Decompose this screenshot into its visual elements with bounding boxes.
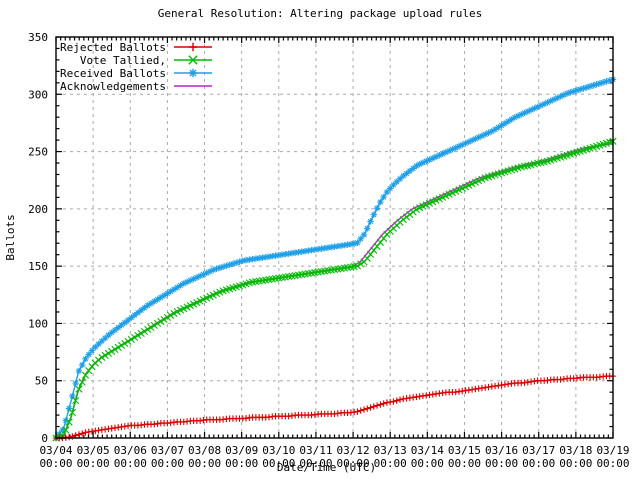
x-tick-label-date: 03/15 [448, 444, 481, 457]
x-tick-label-time: 00:00 [337, 457, 370, 470]
series-3 [55, 142, 614, 439]
x-tick-label-time: 00:00 [151, 457, 184, 470]
y-axis-labels: 0 50 100 150 200 250 300 350 [28, 31, 48, 445]
legend-swatch-marker-1 [188, 55, 198, 65]
x-tick-label-time: 00:00 [448, 457, 481, 470]
x-tick-label-date: 03/13 [374, 444, 407, 457]
x-tick-label-date: 03/11 [299, 444, 332, 457]
y-tick-label: 0 [41, 432, 48, 445]
y-tick-label: 100 [28, 317, 48, 330]
y-tick-label: 50 [35, 375, 48, 388]
x-tick-label-time: 00:00 [188, 457, 221, 470]
x-tick-label-time: 00:00 [262, 457, 295, 470]
x-tick-label-date: 03/17 [522, 444, 555, 457]
series-markers [52, 372, 617, 442]
series-markers [52, 137, 617, 442]
chart-title: General Resolution: Altering package upl… [157, 7, 483, 20]
legend-label-1: Vote Tallied, [80, 54, 166, 67]
y-tick-label: 350 [28, 31, 48, 44]
x-tick-label-time: 00:00 [114, 457, 147, 470]
x-tick-label-date: 03/12 [337, 444, 370, 457]
axis-ticks [55, 36, 614, 439]
legend-label-0: Rejected Ballots [60, 41, 166, 54]
plot-frame [55, 36, 614, 439]
series-1 [52, 137, 617, 442]
y-tick-label: 250 [28, 146, 48, 159]
x-axis-labels: 03/0400:0003/0500:0003/0600:0003/0700:00… [39, 444, 629, 470]
x-tick-label-time: 00:00 [374, 457, 407, 470]
y-tick-label: 150 [28, 260, 48, 273]
series-2 [52, 76, 617, 442]
series-0 [52, 372, 617, 442]
legend-swatch-marker-0 [188, 42, 198, 52]
x-tick-label-time: 00:00 [596, 457, 629, 470]
x-tick-label-date: 03/19 [596, 444, 629, 457]
series-line [55, 140, 614, 439]
x-tick-label-date: 03/09 [225, 444, 258, 457]
legend-label-3: Acknowledgements [60, 80, 166, 93]
x-tick-label-time: 00:00 [559, 457, 592, 470]
series-line [55, 142, 614, 439]
x-axis-title: Date/Time (UTC) [277, 461, 376, 474]
y-tick-label: 200 [28, 203, 48, 216]
x-tick-label-time: 00:00 [39, 457, 72, 470]
data-series-group [52, 76, 617, 442]
x-tick-label-date: 03/05 [77, 444, 110, 457]
x-tick-label-date: 03/10 [262, 444, 295, 457]
x-tick-label-date: 03/07 [151, 444, 184, 457]
legend-swatch-marker-2 [188, 68, 198, 78]
x-tick-label-time: 00:00 [77, 457, 110, 470]
x-tick-label-time: 00:00 [411, 457, 444, 470]
x-tick-label-date: 03/06 [114, 444, 147, 457]
x-tick-label-date: 03/16 [485, 444, 518, 457]
x-tick-label-time: 00:00 [299, 457, 332, 470]
x-tick-label-time: 00:00 [522, 457, 555, 470]
x-tick-label-time: 00:00 [225, 457, 258, 470]
grid-lines [56, 37, 613, 438]
x-tick-label-date: 03/04 [39, 444, 72, 457]
y-tick-label: 300 [28, 88, 48, 101]
x-tick-label-date: 03/18 [559, 444, 592, 457]
series-line [56, 375, 613, 439]
legend-label-2: Received Ballots [60, 67, 166, 80]
x-tick-label-time: 00:00 [485, 457, 518, 470]
x-tick-label-date: 03/14 [411, 444, 444, 457]
y-axis-title: Ballots [4, 214, 17, 260]
series-markers [52, 76, 617, 442]
x-tick-label-date: 03/08 [188, 444, 221, 457]
series-line [55, 78, 614, 439]
